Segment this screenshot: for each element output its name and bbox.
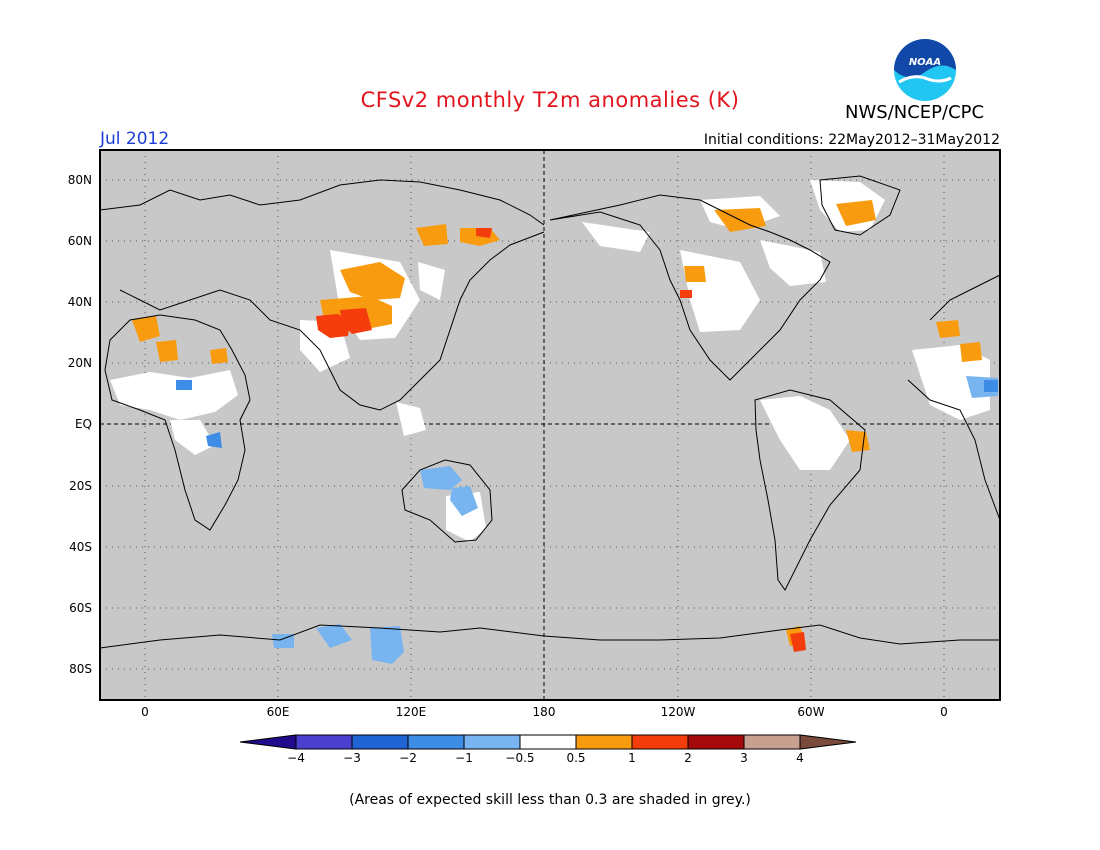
colorbar-label-3: 3 xyxy=(740,751,748,765)
forecast-month: Jul 2012 xyxy=(100,129,170,149)
colorbar-label-neg4: −4 xyxy=(287,751,305,765)
colorbar-segment-4 xyxy=(463,734,521,750)
colorbar-label-05: 0.5 xyxy=(566,751,586,765)
lat-label-40s: 40S xyxy=(69,540,92,554)
lon-label-0-east: 0 xyxy=(940,705,948,719)
colorbar-segment-2 xyxy=(351,734,409,750)
colorbar-label-neg3: −3 xyxy=(343,751,361,765)
colorbar-label-1: 1 xyxy=(628,751,636,765)
map-title: CFSv2 monthly T2m anomalies (K) xyxy=(360,88,740,112)
colorbar-segment-1 xyxy=(295,734,353,750)
svg-text:NOAA: NOAA xyxy=(909,57,941,68)
lat-label-eq: EQ xyxy=(74,417,92,431)
lat-label-60n: 60N xyxy=(67,234,92,248)
colorbar-label-neg2: −2 xyxy=(399,751,417,765)
cool-anomaly-regions xyxy=(272,376,998,664)
lat-label-80s: 80S xyxy=(69,662,92,676)
colorbar-arrow-low xyxy=(239,734,297,750)
noaa-logo: NOAA xyxy=(894,39,956,101)
colorbar-segment-5 xyxy=(519,734,577,750)
lon-label-60w: 60W xyxy=(797,705,825,719)
lon-label-0: 0 xyxy=(141,705,149,719)
cold-anomaly-regions xyxy=(176,380,998,448)
colorbar-arrow-high xyxy=(799,734,857,750)
colorbar-label-2: 2 xyxy=(684,751,692,765)
colorbar-segment-9 xyxy=(743,734,801,750)
lon-label-120w: 120W xyxy=(660,705,696,719)
lat-label-20s: 20S xyxy=(69,479,92,493)
colorbar-segments xyxy=(239,734,857,750)
lat-label-80n: 80N xyxy=(67,173,92,187)
hot-anomaly-regions xyxy=(316,228,806,652)
colorbar-segment-3 xyxy=(407,734,465,750)
organization-label: NWS/NCEP/CPC xyxy=(845,102,985,123)
colorbar-segment-8 xyxy=(687,734,745,750)
lon-label-60e: 60E xyxy=(266,705,290,719)
colorbar-label-neg05: −0.5 xyxy=(505,751,535,765)
skill-footnote: (Areas of expected skill less than 0.3 a… xyxy=(349,792,751,808)
lat-label-20n: 20N xyxy=(67,356,92,370)
colorbar-label-4: 4 xyxy=(796,751,804,765)
initial-conditions: Initial conditions: 22May2012–31May2012 xyxy=(703,132,1000,148)
lon-label-120e: 120E xyxy=(395,705,427,719)
colorbar-segment-7 xyxy=(631,734,689,750)
map-frame xyxy=(99,149,1001,701)
map-gridlines xyxy=(100,150,1000,700)
lat-label-40n: 40N xyxy=(67,295,92,309)
colorbar-segment-6 xyxy=(575,734,633,750)
lon-label-180: 180 xyxy=(532,705,556,719)
lat-label-60s: 60S xyxy=(69,601,92,615)
map-reference-lines xyxy=(100,150,1000,700)
coastlines xyxy=(99,175,1001,649)
colorbar-label-neg1: −1 xyxy=(455,751,473,765)
